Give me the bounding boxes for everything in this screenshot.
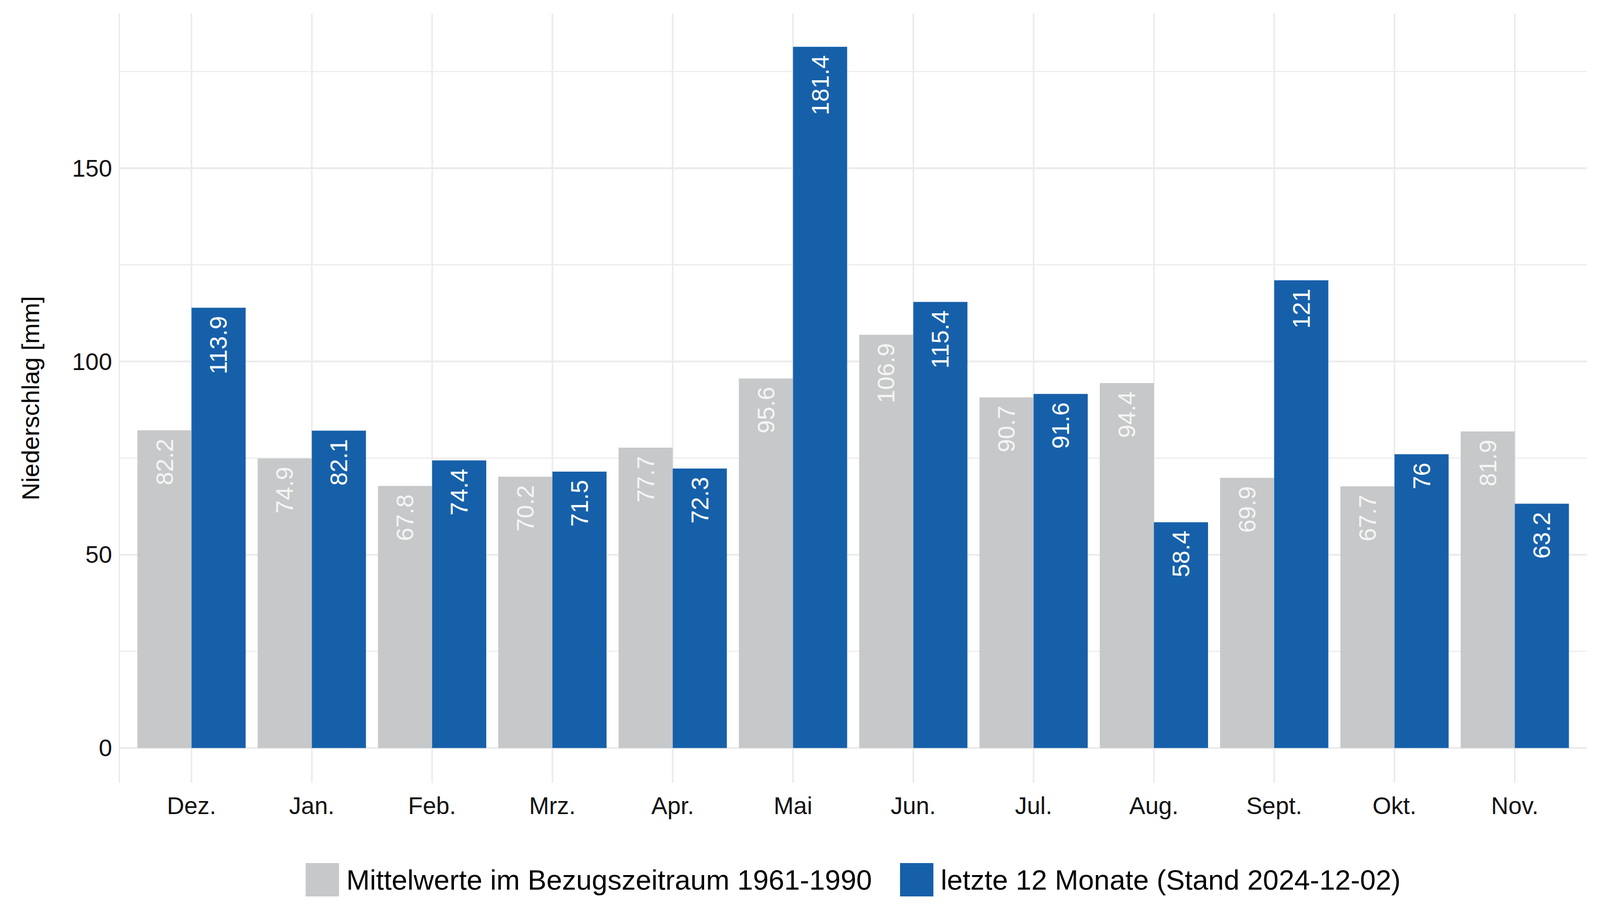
data-label: 67.7 <box>1354 494 1382 542</box>
x-tick-label: Dez. <box>166 792 217 820</box>
data-label: 74.9 <box>271 466 299 514</box>
bar <box>498 476 553 749</box>
data-label: 113.9 <box>204 315 232 375</box>
data-label: 76 <box>1408 462 1436 490</box>
bar <box>1220 477 1275 748</box>
bar <box>311 430 366 748</box>
data-label: 181.4 <box>806 55 834 116</box>
bars <box>137 46 1570 748</box>
y-tick-label: 50 <box>85 540 113 569</box>
data-label: 69.9 <box>1233 486 1261 534</box>
legend-swatch <box>305 863 339 897</box>
bar <box>1394 454 1449 749</box>
bar <box>191 307 246 748</box>
bar <box>1033 394 1088 748</box>
bar <box>257 458 312 749</box>
bar <box>672 468 728 748</box>
bar <box>1515 503 1570 748</box>
y-axis-label: Niederschlag [mm] <box>16 296 45 501</box>
bar <box>1460 431 1516 748</box>
bar <box>552 471 607 748</box>
data-label: 71.5 <box>565 480 594 527</box>
x-tick-label: Mrz. <box>528 792 576 820</box>
data-label: 63.2 <box>1528 511 1556 559</box>
chart: 0 50 100 150 Niederschlag [mm] 82.2 74.9 67.8 70… <box>0 0 1600 923</box>
x-tick-label: Okt. <box>1372 792 1417 820</box>
bar <box>979 397 1034 749</box>
data-label: 67.8 <box>391 494 419 541</box>
bar <box>377 485 433 748</box>
data-label: 58.4 <box>1167 530 1195 578</box>
data-label: 82.1 <box>325 438 353 486</box>
y-grid-line <box>119 360 1587 363</box>
data-label: 70.2 <box>511 485 539 533</box>
y-axis-line <box>118 13 120 783</box>
x-tick-label: Jun. <box>890 792 937 820</box>
y-tick-label: 100 <box>71 348 113 376</box>
bar <box>618 447 673 748</box>
data-label: 72.3 <box>686 476 714 524</box>
data-label: 82.2 <box>151 438 179 486</box>
x-tick-label: Apr. <box>651 792 695 820</box>
y-tick-label: 150 <box>71 154 113 182</box>
bar <box>739 378 794 748</box>
minor-grid-line <box>119 264 1587 266</box>
bar <box>432 460 487 748</box>
x-tick-label: Jul. <box>1014 792 1053 820</box>
legend-label: letzte 12 Monate (Stand 2024-12-02) <box>940 864 1401 896</box>
y-grid-line <box>119 167 1587 170</box>
y-tick-label: 0 <box>98 734 113 762</box>
data-label: 74.4 <box>445 468 473 516</box>
data-label: 91.6 <box>1047 402 1075 450</box>
data-label: 77.7 <box>632 456 660 503</box>
x-tick-label: Sept. <box>1246 792 1302 820</box>
legend-label: Mittelwerte im Bezugszeitraum 1961-1990 <box>346 864 872 896</box>
minor-grid-line <box>119 70 1587 72</box>
x-tick-label: Feb. <box>408 792 457 820</box>
bar <box>1340 486 1395 748</box>
bar <box>1274 280 1329 748</box>
data-labels: 82.2 74.9 67.8 70.2 77.7 95.6 106.9 90.7 94.4 69.… <box>151 55 1556 578</box>
bar <box>913 301 968 748</box>
x-tick-label: Jan. <box>289 792 335 820</box>
bar <box>859 334 914 748</box>
legend: Mittelwerte im Bezugszeitraum 1961-1990 l… <box>305 863 1401 897</box>
x-tick-label: Mai <box>773 792 813 820</box>
data-label: 115.4 <box>926 310 954 369</box>
bar <box>1099 383 1154 748</box>
data-label: 90.7 <box>992 405 1020 453</box>
data-label: 121 <box>1287 288 1315 329</box>
data-label: 94.4 <box>1113 391 1141 439</box>
data-label: 81.9 <box>1474 439 1502 487</box>
bar <box>1153 522 1209 748</box>
grid <box>119 13 1587 783</box>
data-label: 106.9 <box>872 342 900 403</box>
bar <box>793 46 848 748</box>
x-tick-label: Aug. <box>1129 792 1179 820</box>
x-tick-label: Nov. <box>1491 792 1539 820</box>
data-label: 95.6 <box>752 386 780 434</box>
legend-swatch <box>900 863 934 897</box>
bar <box>137 430 192 749</box>
